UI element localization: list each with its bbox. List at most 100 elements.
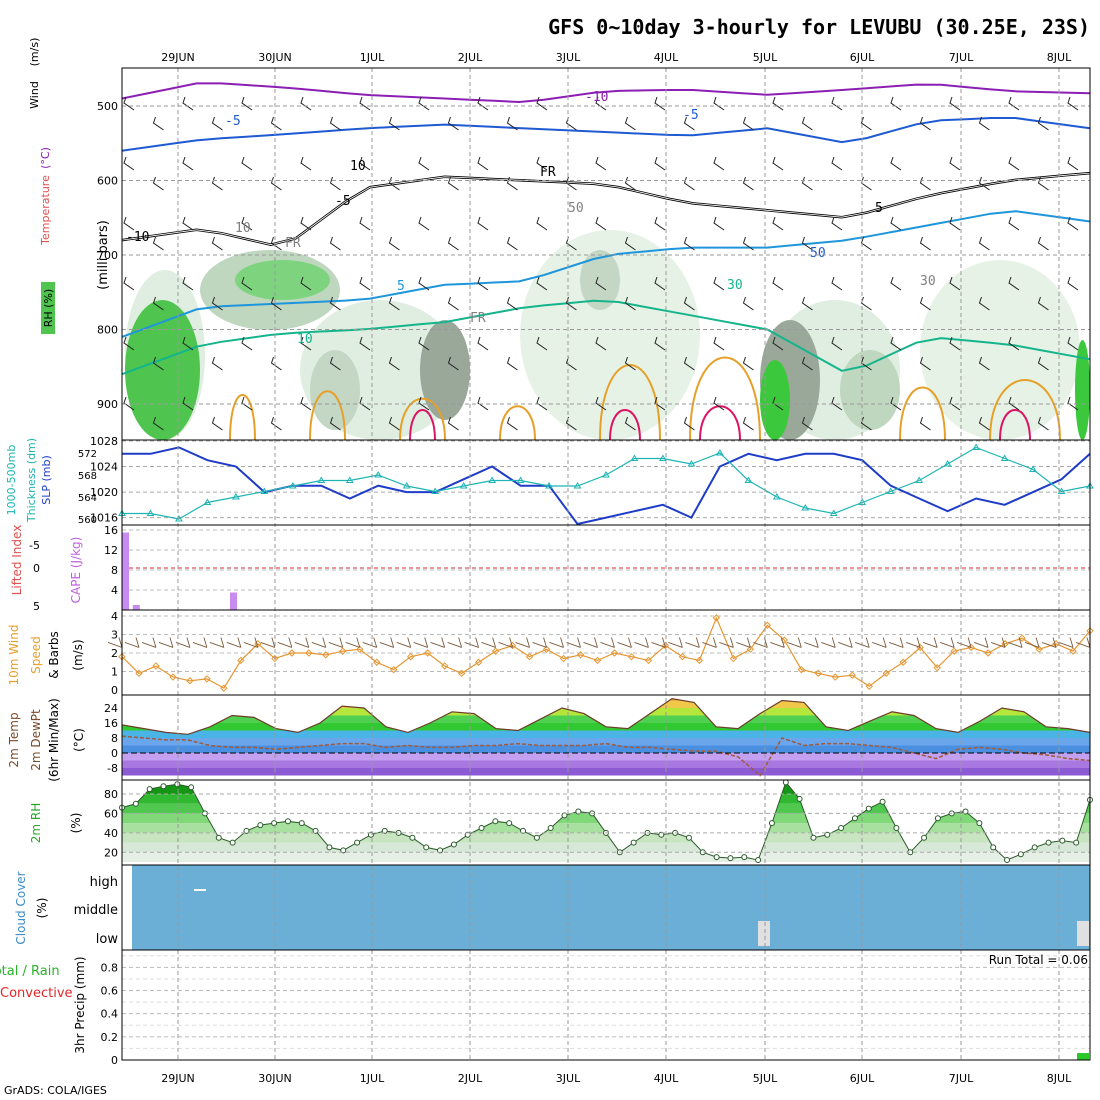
rh-shade <box>125 300 200 440</box>
rh-marker <box>575 808 582 815</box>
wind-barb <box>388 176 400 191</box>
wind-speed-marker <box>1001 640 1009 648</box>
rh-shade <box>840 350 900 430</box>
wind-barb <box>624 356 636 371</box>
thickness-tick: 564 <box>78 493 97 504</box>
wind-speed-marker <box>373 658 381 666</box>
wind-barb <box>152 416 164 431</box>
wind10m-barbs-label: & Barbs <box>47 631 61 679</box>
wind-barb <box>742 236 754 251</box>
rh2m-label: 2m RH <box>29 803 43 844</box>
wind-barb <box>300 396 312 411</box>
wind-speed-marker <box>729 654 738 663</box>
wind-speed-marker <box>390 665 398 674</box>
thickness-marker <box>772 493 781 500</box>
thickness-marker <box>374 471 383 478</box>
wind-speed-marker <box>305 649 313 657</box>
wind-barb <box>772 156 784 171</box>
wind-barb <box>152 236 164 251</box>
wind-barb <box>388 116 400 131</box>
top-date-label: 30JUN <box>258 51 292 64</box>
wind-barb <box>860 176 872 191</box>
temperature-label: Temperature <box>39 175 52 246</box>
contour-label: 10 <box>297 332 313 347</box>
cloud-cover-fill <box>132 865 1090 950</box>
wind-barb <box>536 336 548 351</box>
rh-marker <box>298 820 305 827</box>
slp-tick: 1024 <box>90 461 118 474</box>
rh-tick: 20 <box>104 846 118 859</box>
chart-title: GFS 0~10day 3-hourly for LEVUBU (30.25E,… <box>548 15 1090 39</box>
wind-barb-10m <box>294 637 310 648</box>
rh-band <box>122 813 1090 824</box>
thickness-marker <box>345 476 354 483</box>
precip-tick: 0.2 <box>101 1031 119 1044</box>
wind-barb-10m <box>209 637 225 648</box>
wind-barb <box>300 216 312 231</box>
rh-marker <box>1031 844 1038 851</box>
wind-barb <box>1008 96 1020 111</box>
wind-barb <box>654 336 666 351</box>
rh-marker <box>381 827 388 834</box>
precip-tick: 0.8 <box>101 961 119 974</box>
temperature-contour <box>229 394 256 441</box>
wind-barb <box>624 116 636 131</box>
cape-tick: 8 <box>111 564 118 577</box>
wind-barb-10m <box>787 637 802 648</box>
rh-band <box>122 832 1090 843</box>
wind-barb <box>536 96 548 111</box>
rh-marker <box>810 834 817 841</box>
wind-barb <box>388 356 400 371</box>
wind-barb <box>241 156 253 171</box>
contour-label: -5 <box>335 194 351 209</box>
wind-barb <box>506 416 518 431</box>
top-date-label: 6JUL <box>850 51 875 64</box>
rh-marker <box>506 820 513 827</box>
rh-marker <box>893 825 900 831</box>
pressure-tick: 700 <box>97 249 118 262</box>
wind-barb <box>565 176 577 191</box>
thickness-marker <box>1029 465 1037 472</box>
temperature-unit: (°C) <box>39 147 52 169</box>
wind-barb <box>418 396 430 411</box>
wind-barb-10m <box>498 637 514 648</box>
temperature-contour <box>999 409 1031 441</box>
rh-marker <box>492 818 499 825</box>
wind-barb <box>152 116 164 131</box>
wind-barb <box>890 96 902 111</box>
wind-barb-10m <box>753 637 768 648</box>
rh-marker <box>990 844 997 851</box>
temp-band <box>122 715 1090 723</box>
cape-bar <box>122 532 129 610</box>
wind-barb <box>831 96 843 111</box>
wind-barb <box>654 276 666 291</box>
wind-tick: 2 <box>111 647 118 660</box>
thickness-tick: 572 <box>78 449 97 460</box>
temp-line <box>121 697 1091 735</box>
wind-barb <box>595 156 607 171</box>
wind-speed-marker <box>1086 627 1094 635</box>
wind-barb-10m <box>141 637 157 648</box>
wind-barb-10m <box>702 637 717 648</box>
wind-barb <box>270 416 282 431</box>
wind-speed-marker <box>1069 647 1077 655</box>
rh-tick: 40 <box>104 827 118 840</box>
pressure-tick: 500 <box>97 100 118 113</box>
thickness-line <box>122 446 1091 520</box>
wind-barb <box>182 276 194 291</box>
wind-speed-marker <box>559 654 568 663</box>
wind-barb <box>506 356 518 371</box>
cloud-level-label: middle <box>74 903 118 918</box>
contour-5 <box>121 210 1091 338</box>
wind-barb-10m <box>1041 637 1057 648</box>
wind-barb <box>270 356 282 371</box>
wind-barb <box>1067 216 1079 231</box>
contour-label: -5 <box>683 108 699 123</box>
wind-speed-marker <box>118 652 126 661</box>
wind-barb <box>978 416 990 431</box>
wind-barb <box>152 296 164 311</box>
wind-barb <box>772 276 784 291</box>
wind-barb <box>536 156 548 171</box>
wind-barb <box>329 236 341 251</box>
